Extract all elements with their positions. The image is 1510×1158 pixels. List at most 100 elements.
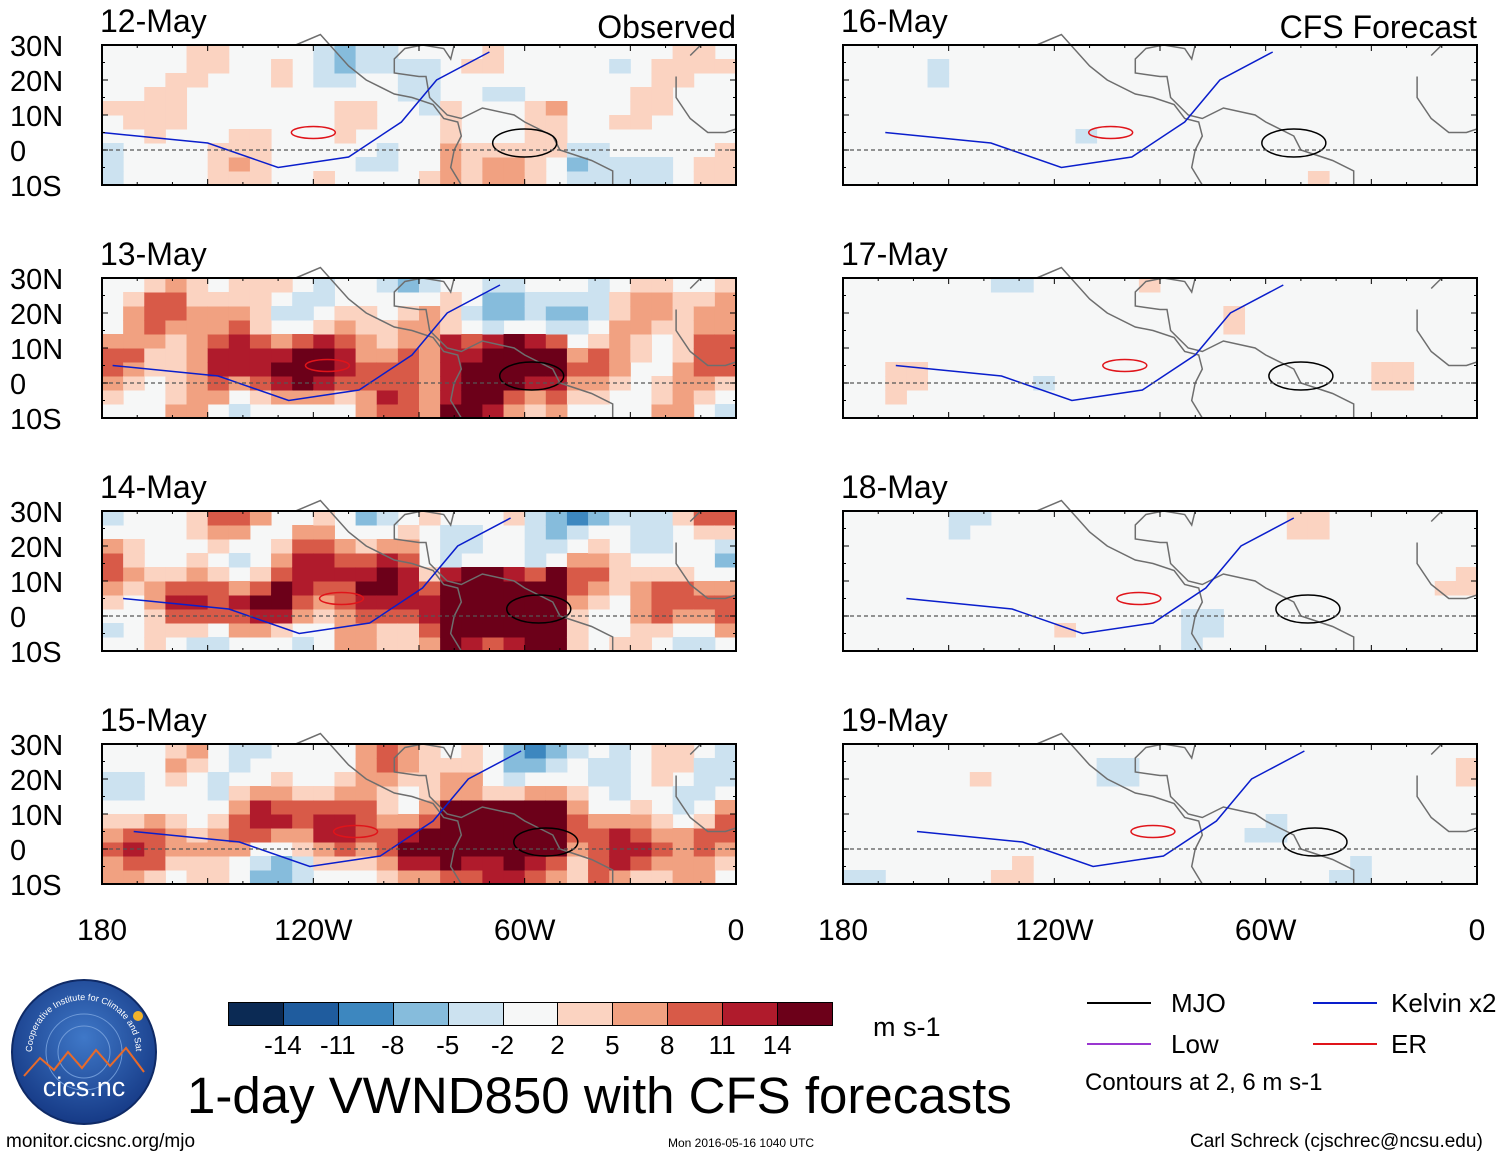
heat-cell <box>545 101 568 116</box>
heat-cell <box>651 581 674 596</box>
heat-cell <box>397 539 420 554</box>
heat-cell <box>271 623 293 638</box>
heat-cell <box>566 581 589 596</box>
heat-cell <box>864 870 886 885</box>
legend-label-kelvin: Kelvin x2 <box>1391 988 1497 1018</box>
footer-url[interactable]: monitor.cicsnc.org/mjo <box>6 1131 196 1152</box>
heat-cell <box>545 609 568 624</box>
panel-background <box>843 744 1477 884</box>
heat-cell <box>207 320 230 335</box>
heat-cell <box>1455 567 1478 582</box>
heat-cell <box>397 306 420 321</box>
heat-cell <box>207 786 230 801</box>
heat-cell <box>292 306 314 321</box>
heat-cell <box>228 278 251 293</box>
heat-cell <box>461 539 483 554</box>
heat-cell <box>651 595 674 610</box>
heat-cell <box>1307 171 1330 186</box>
heat-cell <box>672 758 695 773</box>
heat-cell <box>292 292 314 307</box>
heat-cell <box>419 637 441 652</box>
heat-cell <box>714 772 737 787</box>
panel-17-May: 17-May <box>841 236 1478 419</box>
colorbar <box>228 1002 833 1026</box>
heat-cell <box>630 567 652 582</box>
y-tick-label: 30N <box>10 31 63 63</box>
heat-cell <box>545 623 568 638</box>
heat-cell <box>651 59 674 74</box>
heat-cell <box>714 758 737 773</box>
heat-cell <box>566 623 589 638</box>
heat-cell <box>144 581 166 596</box>
heat-cell <box>440 772 462 787</box>
heat-cell <box>630 623 652 638</box>
contour-er <box>332 824 379 839</box>
heat-cell <box>102 772 124 787</box>
heat-cell <box>207 539 230 554</box>
heat-cell <box>123 581 145 596</box>
heat-cell <box>651 525 674 540</box>
heat-cell <box>566 525 589 540</box>
x-tick-label: 60W <box>1235 914 1297 947</box>
heat-cell <box>292 842 314 857</box>
heat-cell <box>355 595 378 610</box>
heat-cell <box>144 320 166 335</box>
heat-cell <box>503 404 526 419</box>
heat-cell <box>207 390 230 405</box>
heat-cell <box>334 45 357 60</box>
heat-cell <box>651 278 674 293</box>
heat-cell <box>144 567 166 582</box>
heat-cell <box>376 553 399 568</box>
heat-cell <box>482 306 505 321</box>
heat-cell <box>714 856 737 871</box>
heat-cell <box>588 376 610 391</box>
panel-date-label: 17-May <box>841 236 948 272</box>
heat-cell <box>609 171 631 186</box>
heat-cell <box>376 870 399 885</box>
heat-cell <box>1202 609 1224 624</box>
heat-cell <box>440 553 462 568</box>
heat-cell <box>651 73 674 88</box>
heat-cell <box>334 539 357 554</box>
heat-cell <box>566 348 589 363</box>
colorbar-label: -8 <box>381 1030 405 1060</box>
contour-kelvin <box>916 750 1305 868</box>
heat-cell <box>355 101 378 116</box>
heat-cell <box>609 59 631 74</box>
heat-cell <box>672 390 695 405</box>
heat-cell <box>334 320 357 335</box>
heat-cell <box>524 157 547 172</box>
heat-cell <box>440 101 462 116</box>
heat-cell <box>672 292 695 307</box>
heat-cell <box>461 525 483 540</box>
heat-cell <box>461 59 483 74</box>
heat-cell <box>376 404 399 419</box>
heat-cell <box>714 292 737 307</box>
heat-cell <box>524 334 547 349</box>
heat-cell <box>1181 637 1203 652</box>
heat-cell <box>228 828 251 843</box>
heat-cell <box>355 376 378 391</box>
heat-cell <box>672 856 695 871</box>
heat-cell <box>885 390 907 405</box>
heat-cell <box>355 348 378 363</box>
heat-cell <box>102 101 124 116</box>
heat-cell <box>207 511 230 526</box>
heat-cell <box>566 744 589 759</box>
heat-cell <box>609 292 631 307</box>
heat-cell <box>102 828 124 843</box>
y-tick-label: 30N <box>10 730 63 762</box>
heat-cell <box>630 525 652 540</box>
heat-cell <box>123 567 145 582</box>
heat-cell <box>271 59 293 74</box>
heat-cell <box>313 525 335 540</box>
heat-cell <box>165 73 188 88</box>
y-tick-label: 0 <box>10 602 26 634</box>
heat-cell <box>334 129 357 144</box>
x-tick-label: 180 <box>77 914 127 947</box>
coastline-americas <box>1036 732 1355 885</box>
heat-cell <box>524 129 547 144</box>
heat-cell <box>249 567 272 582</box>
heat-cell <box>313 278 335 293</box>
heat-cell <box>397 278 420 293</box>
